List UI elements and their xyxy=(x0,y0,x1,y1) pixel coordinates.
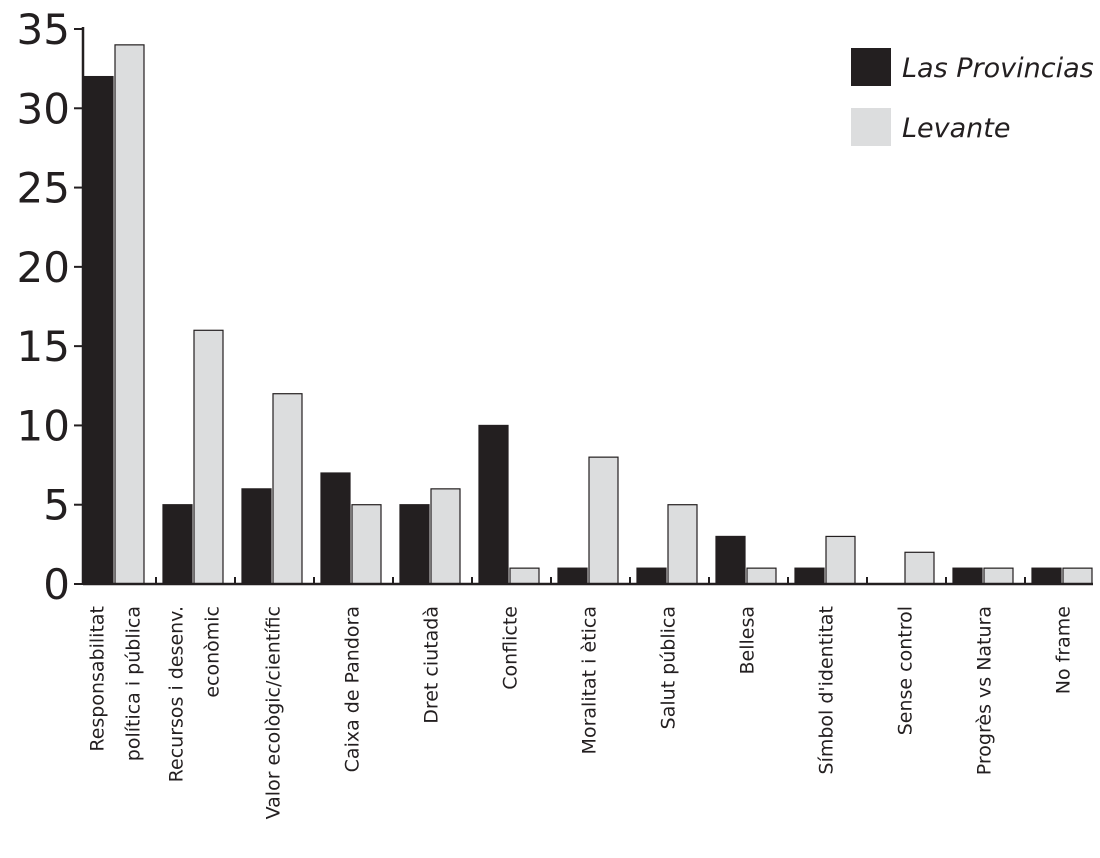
bars-layer xyxy=(83,44,1093,585)
bar-levante-2 xyxy=(272,393,303,585)
bar-levante-1 xyxy=(193,329,224,585)
x-tick-label-10: Sense control xyxy=(895,606,917,735)
bar-levante-9 xyxy=(825,535,856,585)
bar-las-provincias-7 xyxy=(636,567,667,585)
x-tick-label-1-line-0: Recursos i desenv. xyxy=(166,606,188,782)
y-tick-label-30: 30 xyxy=(17,84,70,133)
bar-levante-7 xyxy=(667,504,698,585)
bar-levante-5 xyxy=(509,567,540,585)
bar-las-provincias-6 xyxy=(557,567,588,585)
bar-las-provincias-11 xyxy=(952,567,983,585)
x-tick-labels: Responsabilitat política i pública Recurso… xyxy=(87,606,1075,819)
bar-las-provincias-0 xyxy=(83,75,114,585)
x-tick-label-0-line-0: Responsabilitat xyxy=(87,606,109,752)
bar-levante-0 xyxy=(114,44,145,585)
bar-las-provincias-2 xyxy=(241,488,272,585)
bar-levante-10 xyxy=(904,551,935,585)
x-tick-label-5: Conflicte xyxy=(500,606,522,690)
bar-levante-12 xyxy=(1062,567,1093,585)
x-tick-label-6: Moralitat i ètica xyxy=(579,606,601,754)
bar-las-provincias-5 xyxy=(478,424,509,585)
legend-label-1: Levante xyxy=(902,113,1011,144)
y-tick-label-15: 15 xyxy=(17,322,70,371)
legend-swatch-1 xyxy=(851,108,891,146)
legend-label-0: Las Provincias xyxy=(902,53,1094,84)
bar-levante-4 xyxy=(430,488,461,585)
y-tick-labels: 0 5 10 15 20 25 30 35 xyxy=(17,5,70,609)
y-tick-label-5: 5 xyxy=(43,481,70,530)
x-tick-label-2: Valor ecològic/científic xyxy=(263,606,285,819)
x-tick-label-0-line-1: política i pública xyxy=(123,606,145,761)
bar-levante-3 xyxy=(351,504,382,585)
y-tick-label-20: 20 xyxy=(17,243,70,292)
y-tick-label-10: 10 xyxy=(17,401,70,450)
x-tick-label-7: Salut pública xyxy=(658,606,680,729)
x-tick-label-12: No frame xyxy=(1053,606,1075,694)
bar-las-provincias-4 xyxy=(399,504,430,585)
y-tick-label-35: 35 xyxy=(17,5,70,54)
x-tick-label-8: Bellesa xyxy=(737,606,759,675)
bar-las-provincias-1 xyxy=(162,504,193,585)
x-tick-label-11: Progrès vs Natura xyxy=(974,606,996,775)
y-tick-label-0: 0 xyxy=(43,560,70,609)
bar-levante-6 xyxy=(588,456,619,585)
bar-las-provincias-9 xyxy=(794,567,825,585)
x-tick-label-1-line-1: econòmic xyxy=(202,606,224,698)
bar-las-provincias-3 xyxy=(320,472,351,585)
x-tick-label-4: Dret ciutadà xyxy=(421,606,443,724)
bar-las-provincias-12 xyxy=(1031,567,1062,585)
legend: Las Provincias Levante xyxy=(851,48,1094,146)
axes-layer xyxy=(74,27,1093,586)
bar-levante-8 xyxy=(746,567,777,585)
bar-las-provincias-8 xyxy=(715,535,746,585)
legend-swatch-0 xyxy=(851,48,891,86)
x-tick-label-9: Símbol d'identitat xyxy=(816,606,838,774)
x-tick-label-3: Caixa de Pandora xyxy=(342,606,364,772)
bar-levante-11 xyxy=(983,567,1014,585)
y-tick-label-25: 25 xyxy=(17,164,70,213)
